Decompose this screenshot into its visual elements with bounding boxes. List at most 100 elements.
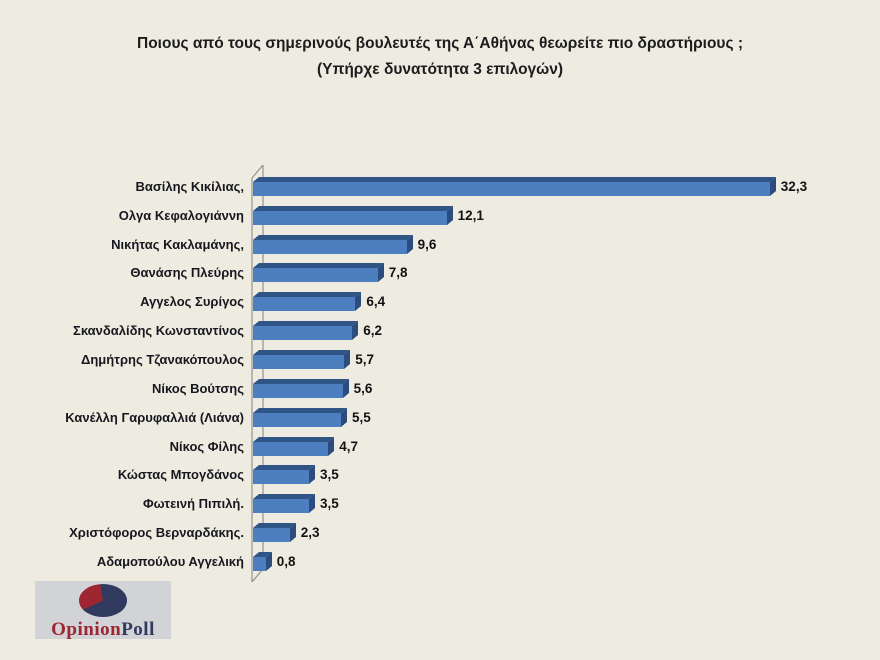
value-label: 3,5 [320,496,339,512]
opinionpoll-logo: OpinionPoll [35,581,171,639]
value-label: 3,5 [320,467,339,483]
category-label: Κώστας Μπογδάνος [117,467,244,483]
bar-row: Δημήτρης Τζανακόπουλος 5,7 [30,345,852,374]
value-label: 32,3 [780,178,808,194]
bar: 12,1 [253,205,484,225]
bar-front-face [253,326,353,341]
value-label: 9,6 [417,236,437,252]
bar-row: Χριστόφορος Βερναρδάκης. 2,3 [30,518,852,547]
category-label: Φωτεινή Πιπιλή. [142,496,244,512]
value-label: 5,7 [355,351,374,367]
bar-end-cap [328,436,335,456]
bar-end-cap [289,523,296,543]
bar-end-cap [377,263,384,283]
value-label: 4,7 [339,438,358,454]
bar-row: Ολγα Κεφαλογιάννη 12,1 [30,201,852,230]
logo-text-opinion: Opinion [51,619,122,640]
value-label: 5,5 [352,409,371,425]
bar-end-cap [341,407,347,427]
bar: 5,6 [253,378,372,398]
bar-end-cap [352,321,359,341]
category-label: Νίκος Φίλης [169,438,244,454]
category-label: Νικήτας Κακλαμάνης, [111,236,244,252]
bar: 3,5 [253,465,339,485]
logo-wordmark: OpinionPoll [51,620,155,639]
bar-row: Σκανδαλίδης Κωνσταντίνος 6,2 [30,316,852,345]
bar-track: 12,1 [253,205,852,225]
bar: 5,5 [253,407,371,427]
bar-track: 32,3 [253,176,852,196]
bar: 7,8 [253,263,408,283]
bar: 6,4 [253,292,385,312]
value-label: 0,8 [276,553,296,569]
bar-track: 6,4 [253,292,852,312]
bar-track: 6,2 [253,321,852,341]
bar-end-cap [344,349,351,369]
bar-front-face [253,210,447,225]
bar: 32,3 [253,176,807,196]
bar-front-face [253,528,290,543]
bar-front-face [253,268,378,283]
category-label: Σκανδαλίδης Κωνσταντίνος [73,323,244,339]
bar-front-face [253,441,329,456]
value-label: 5,6 [353,380,373,396]
bar-track: 0,8 [253,551,852,571]
chart-title-line1: Ποιους από τους σημερινούς βουλευτές της… [137,35,743,52]
bar-track: 5,6 [253,378,852,398]
bar-front-face [253,412,341,427]
bar-track: 5,7 [253,349,852,369]
bar-end-cap [769,176,776,196]
category-label: Χριστόφορος Βερναρδάκης. [69,525,244,541]
bar-front-face [253,556,266,571]
value-label: 2,3 [300,525,320,541]
bar-end-cap [309,465,315,485]
bar-row: Βασίλης Κικίλιας, 32,3 [30,172,852,201]
value-label: 7,8 [388,265,408,281]
value-label: 6,2 [363,323,382,339]
category-label: Ολγα Κεφαλογιάννη [118,207,244,223]
bar-track: 2,3 [253,523,852,543]
category-label: Νίκος Βούτσης [151,380,244,396]
bar-row: Αδαμοπούλου Αγγελική 0,8 [30,547,852,576]
bar-front-face [253,239,407,254]
bar-front-face [253,499,309,514]
category-label: Δημήτρης Τζανακόπουλος [80,351,244,367]
bar: 9,6 [253,234,436,254]
logo-pie-icon [79,584,127,617]
chart-rows: Βασίλης Κικίλιας, 32,3 Ολγα Κεφαλογιάννη 12… [30,172,852,576]
bar-track: 3,5 [253,465,852,485]
value-label: 6,4 [366,294,386,310]
bar-row: Αγγελος Συρίγος 6,4 [30,287,852,316]
bar-front-face [253,383,343,398]
value-label: 12,1 [457,207,484,223]
bar-track: 9,6 [253,234,852,254]
bar-row: Κώστας Μπογδάνος 3,5 [30,460,852,489]
bar: 2,3 [253,523,320,543]
bar: 3,5 [253,494,339,514]
bar-front-face [253,181,770,196]
chart-title: Ποιους από τους σημερινούς βουλευτές της… [0,31,880,82]
bar-end-cap [355,292,362,312]
category-label: Κανέλλη Γαρυφαλλιά (Λιάνα) [65,409,244,425]
bar: 5,7 [253,349,374,369]
bar-end-cap [265,551,272,571]
logo-text-poll: Poll [121,619,155,640]
bar-end-cap [309,494,315,514]
bar-front-face [253,470,309,485]
bar-track: 4,7 [253,436,852,456]
bar-row: Νίκος Βούτσης 5,6 [30,374,852,403]
bar-row: Θανάσης Πλεύρης 7,8 [30,259,852,288]
bar: 0,8 [253,551,296,571]
chart-title-line2: (Υπήρχε δυνατότητα 3 επιλογών) [316,60,564,78]
chart-area: Βασίλης Κικίλιας, 32,3 Ολγα Κεφαλογιάννη 12… [30,165,852,582]
category-label: Βασίλης Κικίλιας, [135,178,245,194]
bar-track: 5,5 [253,407,852,427]
bar: 4,7 [253,436,358,456]
bar-row: Φωτεινή Πιπιλή. 3,5 [30,489,852,518]
bar-row: Νίκος Φίλης 4,7 [30,432,852,461]
bar-row: Νικήτας Κακλαμάνης, 9,6 [30,230,852,259]
bar-track: 3,5 [253,494,852,514]
category-label: Αδαμοπούλου Αγγελική [96,553,244,569]
bar-row: Κανέλλη Γαρυφαλλιά (Λιάνα) 5,5 [30,403,852,432]
